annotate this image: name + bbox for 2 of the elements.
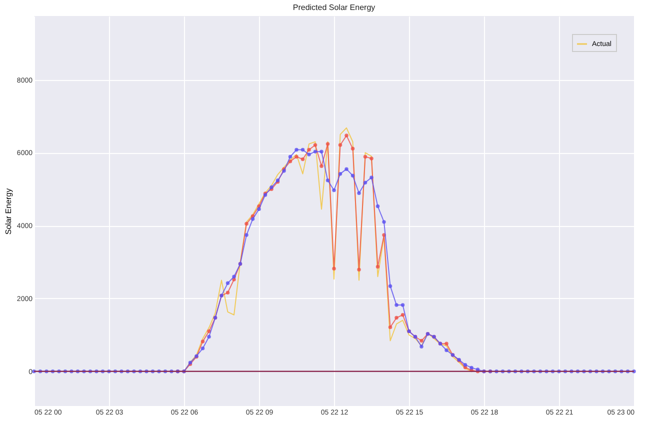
y-axis-title: Solar Energy	[4, 188, 13, 235]
chart-title: Predicted Solar Energy	[292, 3, 376, 12]
